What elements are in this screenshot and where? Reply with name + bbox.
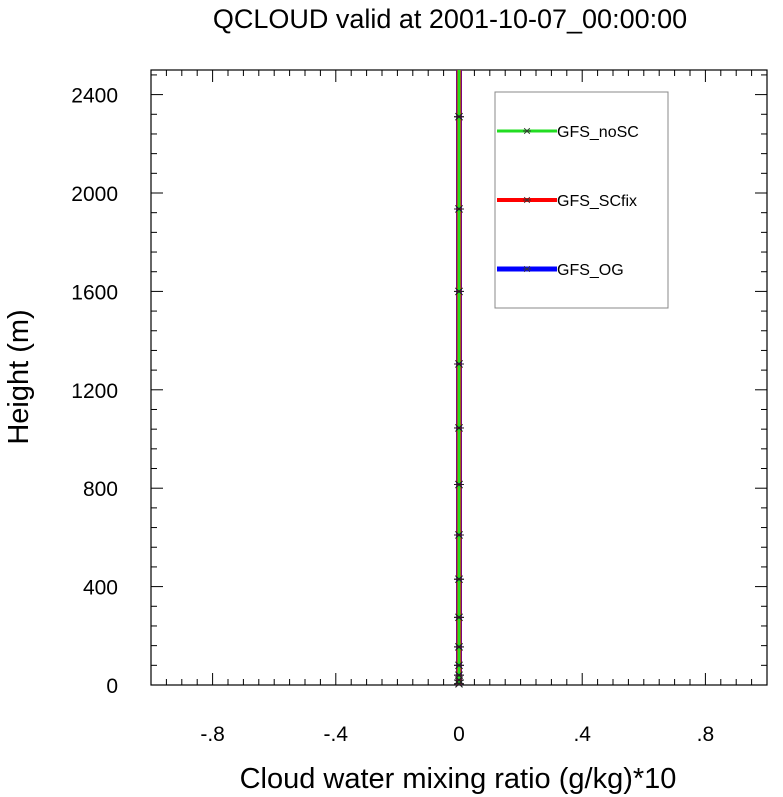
y-axis-label: Height (m)	[3, 309, 35, 444]
x-tick-label: -.8	[200, 723, 225, 746]
legend-marker-gfs-nosc	[523, 127, 531, 135]
plot-area: -.8 -.4 0 .4 .8 0 400 800 1200 1600 2000 2400	[71, 69, 768, 746]
x-tick-label: .4	[573, 723, 591, 746]
x-tick-label: 0	[453, 723, 465, 746]
legend-marker-gfs-og	[523, 265, 531, 273]
y-tick-label: 2000	[71, 183, 118, 206]
y-tick-label: 2400	[71, 85, 118, 108]
legend-label-gfs-nosc: GFS_noSC	[557, 124, 639, 141]
data-point-gfs-nosc	[454, 661, 464, 670]
chart-title: QCLOUD valid at 2001-10-07_00:00:00	[213, 4, 687, 34]
y-tick-label: 0	[106, 675, 118, 698]
y-tick-label: 1600	[71, 281, 118, 304]
data-point-gfs-nosc	[454, 531, 464, 539]
y-tick-label: 400	[83, 577, 118, 600]
y-tick-label: 1200	[71, 380, 118, 403]
data-point-gfs-nosc	[454, 112, 464, 121]
data-point-gfs-nosc	[454, 424, 464, 432]
legend-marker-gfs-scfix	[523, 196, 531, 204]
legend-label-gfs-scfix: GFS_SCfix	[557, 193, 637, 210]
data-point-gfs-nosc	[454, 575, 464, 584]
x-axis-label: Cloud water mixing ratio (g/kg)*10	[240, 763, 677, 795]
data-point-gfs-nosc	[454, 679, 464, 688]
data-point-gfs-nosc	[454, 643, 464, 651]
data-point-gfs-nosc	[454, 205, 464, 213]
x-tick-label: -.4	[324, 723, 349, 746]
data-point-gfs-nosc	[454, 671, 464, 679]
data-point-gfs-nosc	[454, 360, 464, 368]
y-tick-label: 800	[83, 478, 118, 501]
legend: GFS_noSC GFS_SCfix GFS_OG	[494, 91, 669, 309]
x-tick-label: .8	[697, 723, 715, 746]
data-point-gfs-nosc	[454, 287, 464, 296]
data-point-gfs-nosc	[454, 613, 464, 622]
legend-label-gfs-og: GFS_OG	[557, 262, 624, 279]
data-point-gfs-nosc	[454, 480, 464, 489]
